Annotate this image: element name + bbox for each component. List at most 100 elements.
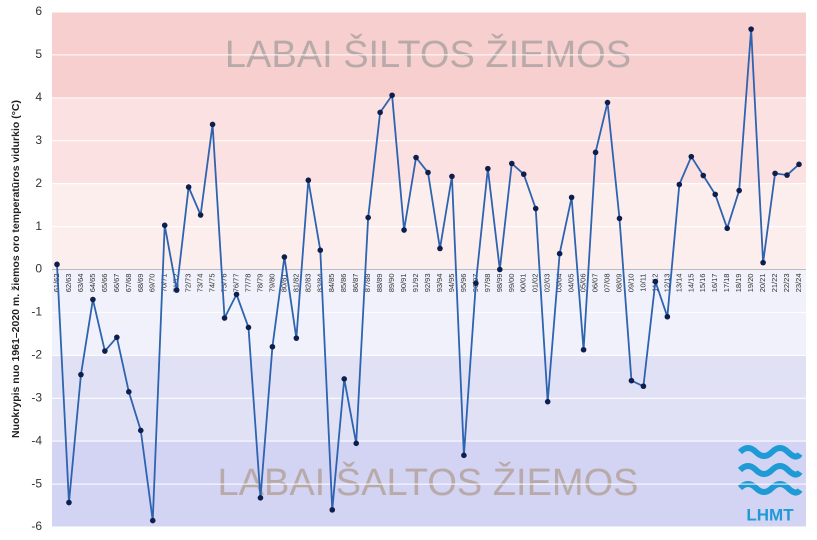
x-tick-label: 72/73 (184, 274, 193, 293)
x-tick-label: 90/91 (399, 274, 408, 293)
point (137, 427, 144, 434)
x-tick-label: 81/82 (291, 274, 300, 293)
x-tick-label: 68/69 (136, 274, 145, 293)
point (532, 205, 539, 212)
x-tick-label: 64/65 (88, 274, 97, 293)
x-tick-label: 75/76 (220, 274, 229, 293)
point (245, 324, 252, 331)
annotation: LABAI ŠILTOS ŽIEMOS (225, 32, 631, 76)
y-tick-label: 0 (35, 262, 42, 276)
x-tick-label: 62/63 (64, 274, 73, 293)
point (736, 187, 742, 194)
x-tick-label: 18/19 (734, 274, 743, 293)
x-tick-label: 91/92 (411, 274, 420, 293)
x-tick-label: 89/90 (387, 274, 396, 293)
point (604, 99, 611, 106)
x-tick-label: 09/10 (626, 274, 635, 293)
point (317, 247, 324, 253)
point (149, 517, 156, 524)
point (353, 440, 359, 447)
x-tick-label: 86/87 (351, 274, 360, 293)
y-tick-label: -3 (31, 390, 42, 404)
x-tick-label: 22/23 (782, 274, 791, 293)
point (724, 225, 730, 232)
x-tick-label: 80/81 (279, 274, 288, 293)
x-tick-label: 17/18 (722, 274, 731, 293)
x-tick-label: 16/17 (710, 274, 719, 293)
point (437, 245, 443, 252)
y-tick-label: -6 (31, 519, 42, 533)
y-tick-label: -1 (31, 305, 42, 319)
x-tick-label: 63/64 (76, 274, 85, 293)
x-tick-label: 97/98 (483, 274, 492, 293)
x-tick-label: 83/84 (315, 274, 324, 293)
x-tick-label: 04/05 (567, 274, 576, 293)
logo-wave (737, 463, 803, 478)
logo-wave (737, 445, 803, 460)
point (221, 315, 228, 321)
point (508, 160, 515, 167)
y-tick-label: 4 (35, 90, 42, 104)
x-tick-label: 88/89 (375, 274, 384, 293)
point (688, 153, 695, 160)
x-tick-label: 21/22 (770, 274, 779, 293)
x-tick-label: 73/74 (196, 274, 205, 293)
point (257, 495, 264, 501)
x-tick-label: 82/83 (303, 274, 312, 293)
point (90, 296, 96, 303)
y-axis-label: Nuokrypis nuo 1961–2020 m. žiemos oro te… (10, 100, 22, 438)
point (281, 254, 288, 260)
x-tick-label: 87/88 (363, 274, 372, 293)
point (365, 214, 371, 221)
point (197, 212, 204, 218)
point (461, 452, 467, 459)
point (784, 172, 790, 178)
x-tick-label: 98/99 (495, 274, 504, 293)
x-tick-label: 78/79 (255, 274, 264, 293)
x-tick-label: 08/09 (614, 274, 623, 293)
y-tick-label: 6 (35, 4, 42, 18)
x-tick-label: 23/24 (794, 274, 803, 293)
y-tick-label: 2 (35, 176, 42, 190)
point (425, 169, 431, 176)
point (161, 222, 168, 229)
point (664, 313, 671, 320)
point (102, 348, 108, 354)
x-tick-label: 66/67 (112, 274, 121, 293)
point (568, 194, 575, 201)
point (173, 287, 180, 293)
x-tick-label: 61/62 (52, 274, 61, 293)
point (233, 291, 240, 298)
point (628, 377, 635, 384)
point (712, 191, 719, 198)
y-tick-label: 5 (35, 47, 42, 61)
point (772, 170, 778, 177)
x-tick-label: 84/85 (327, 274, 336, 293)
logo-wave (737, 481, 803, 496)
point (114, 334, 120, 341)
x-tick-label: 69/70 (148, 274, 157, 293)
point (497, 266, 503, 273)
point (520, 171, 527, 178)
point (401, 227, 407, 233)
logo: LHMT (737, 445, 803, 524)
x-tick-label: 13/14 (674, 274, 683, 293)
point (652, 278, 659, 285)
point (341, 376, 348, 382)
point (748, 26, 754, 32)
x-tick-label: 05/06 (579, 274, 588, 293)
x-tick-label: 93/94 (435, 274, 444, 293)
x-tick-label: 00/01 (519, 274, 528, 293)
point (485, 165, 491, 172)
y-tick-label: -5 (31, 476, 42, 490)
x-tick-label: 94/95 (447, 274, 456, 293)
point (544, 398, 551, 405)
x-tick-label: 92/93 (423, 274, 432, 293)
x-tick-label: 99/00 (507, 273, 516, 292)
x-tick-label: 70/71 (160, 274, 169, 293)
x-tick-label: 76/77 (232, 274, 241, 293)
point (185, 184, 192, 190)
point (293, 335, 300, 341)
point (66, 499, 72, 506)
